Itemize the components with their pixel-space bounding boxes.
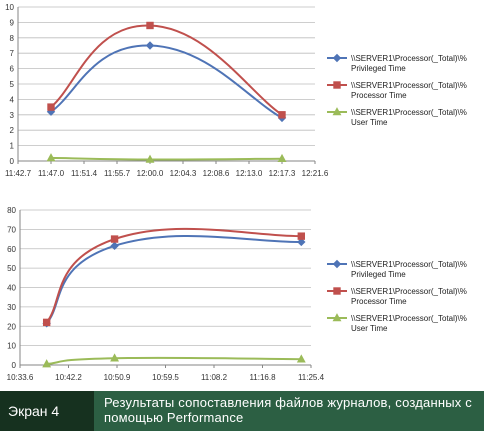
data-point bbox=[297, 237, 306, 247]
x-tick-label: 10:59.5 bbox=[152, 373, 179, 382]
legend-item: \\SERVER1\Processor(_Total)\% Privileged … bbox=[327, 53, 467, 73]
legend-marker bbox=[332, 313, 342, 322]
y-tick-label: 10 bbox=[7, 342, 16, 351]
data-point bbox=[146, 21, 154, 30]
x-tick-label: 11:55.7 bbox=[104, 169, 131, 178]
y-tick-label: 0 bbox=[10, 157, 15, 166]
data-point bbox=[145, 154, 155, 163]
y-tick-label: 20 bbox=[7, 322, 16, 331]
y-tick-label: 4 bbox=[10, 95, 15, 104]
series-line bbox=[50, 44, 283, 119]
data-point bbox=[277, 153, 287, 162]
y-tick-label: 3 bbox=[10, 111, 15, 120]
legend-label: \\SERVER1\Processor(_Total)\% Processor T… bbox=[351, 81, 467, 100]
legend-marker bbox=[332, 53, 342, 63]
y-tick-label: 0 bbox=[12, 361, 17, 370]
series-line bbox=[46, 356, 302, 366]
x-tick-label: 11:25.4 bbox=[298, 373, 325, 382]
x-tick-label: 12:04.3 bbox=[170, 169, 197, 178]
legend-item: \\SERVER1\Processor(_Total)\% Processor T… bbox=[327, 287, 467, 306]
y-tick-label: 40 bbox=[7, 284, 16, 293]
x-tick-label: 10:50.9 bbox=[104, 373, 131, 382]
legend-item: \\SERVER1\Processor(_Total)\% User Time bbox=[327, 313, 467, 333]
data-point bbox=[110, 353, 120, 362]
x-tick-label: 11:16.8 bbox=[249, 373, 276, 382]
x-tick-label: 12:08.6 bbox=[203, 169, 230, 178]
legend-item: \\SERVER1\Processor(_Total)\% Privileged … bbox=[327, 259, 467, 279]
y-tick-label: 5 bbox=[10, 80, 15, 89]
legend-marker bbox=[332, 107, 342, 116]
y-tick-label: 1 bbox=[10, 142, 15, 151]
legend-label: \\SERVER1\Processor(_Total)\% User Time bbox=[351, 108, 467, 127]
chart-bottom: 0 10 20 30 40 50 60 70 80 10:33.6 10:42.2 10:50.9 10… bbox=[7, 206, 467, 382]
y-tick-label: 2 bbox=[10, 126, 15, 135]
y-tick-label: 80 bbox=[7, 206, 16, 215]
y-tick-label: 70 bbox=[7, 225, 16, 234]
data-point bbox=[297, 232, 306, 240]
series-2 bbox=[42, 227, 306, 327]
y-tick-label: 10 bbox=[5, 3, 14, 12]
x-tick-label: 11:51.4 bbox=[71, 169, 98, 178]
caption-text: Результаты сопоставления файлов журналов… bbox=[104, 395, 473, 425]
legend-label: \\SERVER1\Processor(_Total)\% Privileged … bbox=[351, 54, 467, 73]
series-line bbox=[50, 24, 283, 116]
y-tick-label: 50 bbox=[7, 264, 16, 273]
x-tick-label: 11:47.0 bbox=[38, 169, 65, 178]
y-tick-label: 60 bbox=[7, 245, 16, 254]
legend-marker bbox=[333, 81, 341, 89]
data-point bbox=[47, 103, 55, 111]
x-tick-label: 11:08.2 bbox=[201, 373, 228, 382]
y-tick-label: 9 bbox=[10, 18, 15, 27]
caption-label: Экран 4 bbox=[0, 391, 94, 431]
chart-top: 0 1 2 3 4 5 6 7 8 9 10 11:42.7 11:47.0 11:51.4 11:55.7… bbox=[5, 3, 467, 178]
data-point bbox=[42, 359, 52, 368]
x-tick-label: 12:13.0 bbox=[236, 169, 263, 178]
caption-bar: Экран 4 Результаты сопоставления файлов … bbox=[0, 391, 484, 431]
x-tick-label: 12:00.0 bbox=[137, 169, 164, 178]
y-tick-label: 6 bbox=[10, 65, 15, 74]
data-point bbox=[296, 354, 306, 363]
data-point bbox=[46, 153, 56, 162]
series-2 bbox=[47, 21, 286, 119]
series-line bbox=[50, 156, 283, 161]
y-tick-label: 8 bbox=[10, 34, 15, 43]
legend-item: \\SERVER1\Processor(_Total)\% Processor T… bbox=[327, 81, 467, 100]
x-tick-label: 10:33.6 bbox=[7, 373, 34, 382]
series-3 bbox=[46, 153, 287, 163]
legend-item: \\SERVER1\Processor(_Total)\% User Time bbox=[327, 107, 467, 127]
series-line bbox=[45, 227, 302, 324]
data-point bbox=[110, 235, 119, 243]
legend-label: \\SERVER1\Processor(_Total)\% Processor T… bbox=[351, 287, 467, 306]
data-point bbox=[42, 318, 51, 327]
data-point bbox=[145, 41, 155, 50]
series-1 bbox=[46, 41, 287, 123]
x-tick-label: 10:42.2 bbox=[55, 373, 82, 382]
legend-label: \\SERVER1\Processor(_Total)\% User Time bbox=[351, 314, 467, 333]
y-tick-label: 30 bbox=[7, 303, 16, 312]
data-point bbox=[110, 241, 119, 251]
data-point bbox=[278, 111, 286, 119]
x-tick-label: 12:21.6 bbox=[302, 169, 329, 178]
legend-marker bbox=[332, 259, 342, 269]
series-1 bbox=[42, 234, 306, 328]
x-tick-label: 12:17.3 bbox=[269, 169, 296, 178]
legend-label: \\SERVER1\Processor(_Total)\% Privileged … bbox=[351, 260, 467, 279]
series-3 bbox=[42, 353, 306, 368]
legend-marker bbox=[333, 287, 341, 295]
x-tick-label: 11:42.7 bbox=[5, 169, 32, 178]
y-tick-label: 7 bbox=[10, 49, 15, 58]
